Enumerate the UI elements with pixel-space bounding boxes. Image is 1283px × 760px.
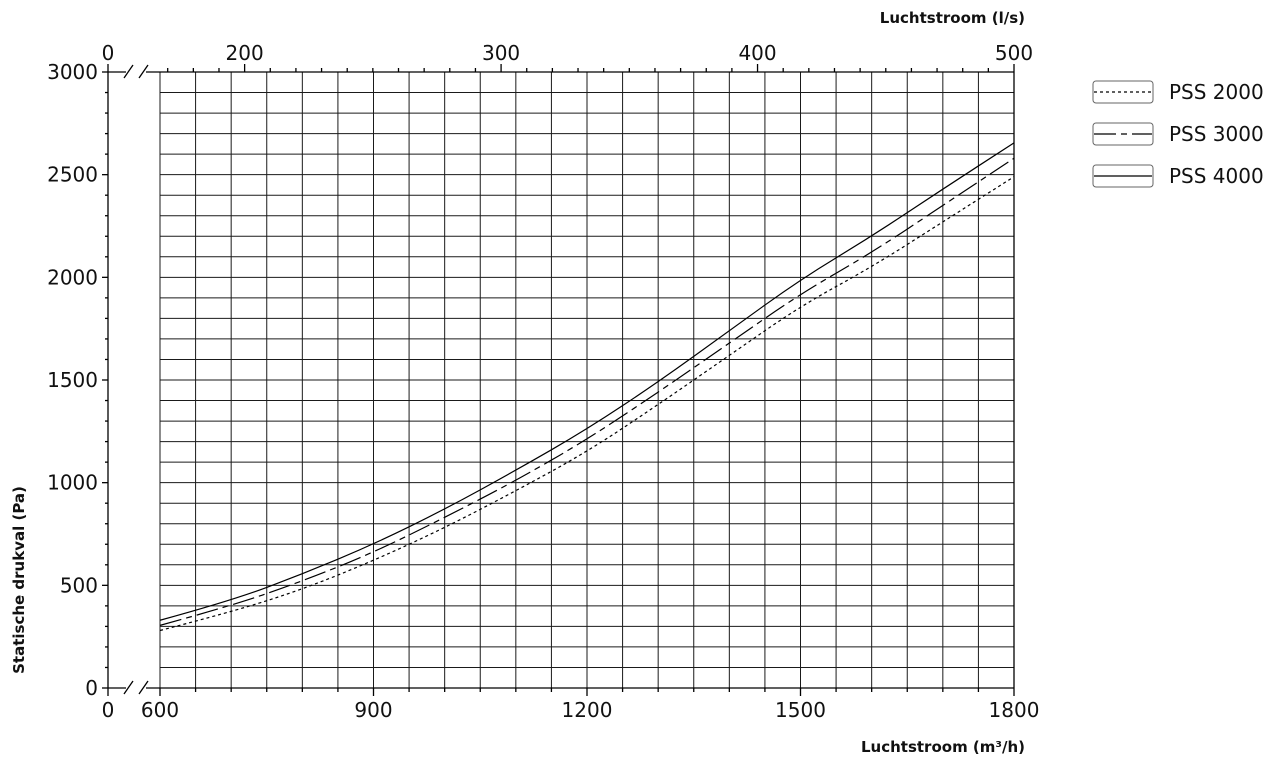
y-tick-label: 2000 <box>47 265 98 289</box>
axes <box>102 64 1015 696</box>
y-tick-label: 1000 <box>47 471 98 495</box>
series-layer <box>159 142 1015 632</box>
axis-break-mark <box>138 64 149 79</box>
legend-label-pss-4000: PSS 4000 <box>1169 164 1264 188</box>
axis-break-mark <box>123 64 134 79</box>
series-line-pss-4000 <box>159 142 1015 621</box>
x-tick-label: 0 <box>102 698 115 722</box>
legend-label-pss-3000: PSS 3000 <box>1169 122 1264 146</box>
x2-tick-label: 500 <box>995 41 1033 65</box>
x2-tick-label: 400 <box>738 41 776 65</box>
y-tick-label: 0 <box>85 676 98 700</box>
x-tick-label: 900 <box>354 698 392 722</box>
y-tick-label: 2500 <box>47 163 98 187</box>
x2-tick-label: 300 <box>482 41 520 65</box>
legend-label-pss-2000: PSS 2000 <box>1169 80 1264 104</box>
top-axis-title: Luchtstroom (l/s) <box>880 9 1025 27</box>
legend: PSS 2000 PSS 3000 PSS 4000 <box>1092 80 1264 188</box>
grid <box>159 71 1015 689</box>
axis-break-mark <box>138 680 149 695</box>
x2-tick-label: 0 <box>102 41 115 65</box>
y-tick-label: 3000 <box>47 60 98 84</box>
axis-break-mark <box>123 680 134 695</box>
y-tick-label: 1500 <box>47 368 98 392</box>
x-tick-label: 1800 <box>989 698 1040 722</box>
x-axis-title: Luchtstroom (m³/h) <box>861 738 1025 756</box>
x2-tick-label: 200 <box>226 41 264 65</box>
legend-swatch-box <box>1092 80 1154 104</box>
x-tick-label: 1200 <box>562 698 613 722</box>
y-axis-title: Statische drukval (Pa) <box>10 486 28 674</box>
y-tick-label: 500 <box>60 573 98 597</box>
x-tick-label: 600 <box>141 698 179 722</box>
x-tick-label: 1500 <box>775 698 826 722</box>
series-line-pss-2000 <box>159 176 1015 632</box>
